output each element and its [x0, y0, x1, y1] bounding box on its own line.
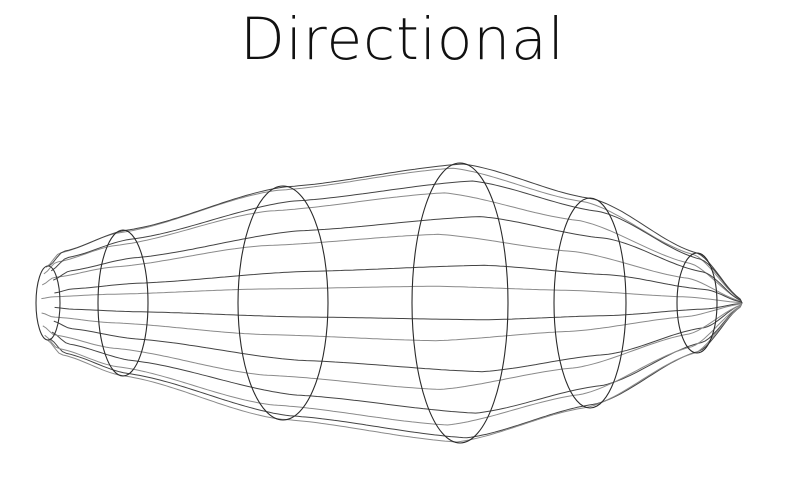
cross-section-ring: [553, 197, 627, 409]
cross-section-rings: [97, 162, 718, 444]
meridian-line: [43, 192, 743, 304]
meridian-line: [42, 302, 743, 390]
meridian-line: [44, 302, 743, 426]
meridian-line: [52, 216, 743, 304]
meridian-line: [41, 302, 743, 342]
meridian-line: [41, 285, 743, 304]
meridian-line: [46, 302, 743, 443]
back-cap-ring: [35, 265, 61, 341]
meridian-line: [51, 180, 743, 304]
meridian-line: [48, 163, 743, 304]
meridian-line: [49, 302, 743, 439]
meridian-lines: [41, 163, 743, 443]
meridian-line: [51, 302, 743, 414]
meridian-line: [45, 167, 743, 304]
meridian-line: [54, 264, 743, 304]
cross-section-ring: [97, 229, 149, 377]
meridian-line: [54, 302, 743, 321]
diagram-title: Directional: [240, 5, 565, 73]
cross-section-ring: [237, 185, 329, 421]
cross-section-ring: [676, 252, 718, 354]
cross-section-ring: [411, 162, 509, 444]
meridian-line: [41, 233, 743, 304]
